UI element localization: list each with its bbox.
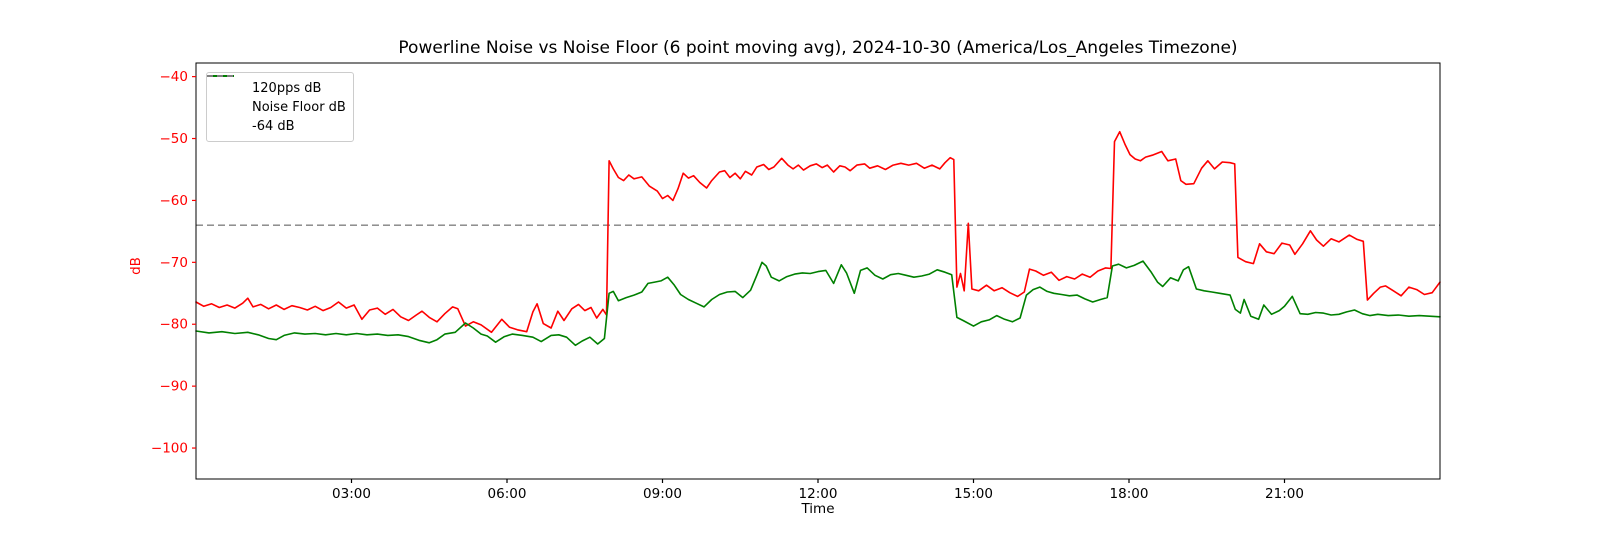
y-tick-label: −90 bbox=[160, 379, 189, 395]
x-axis-label: Time bbox=[801, 501, 835, 517]
legend-item: -64 dB bbox=[207, 75, 345, 136]
y-tick-label: −50 bbox=[160, 131, 189, 147]
x-tick-label: 03:00 bbox=[332, 486, 371, 502]
y-tick-label: −40 bbox=[160, 69, 189, 85]
y-tick-label: −60 bbox=[160, 193, 189, 209]
series-line-noise-floor bbox=[195, 260, 1441, 347]
legend: 120pps dB Noise Floor dB -64 dB bbox=[206, 72, 354, 142]
y-tick-label: −70 bbox=[160, 255, 189, 271]
y-tick-label: −80 bbox=[160, 317, 189, 333]
x-tick-label: 06:00 bbox=[488, 486, 527, 502]
x-tick-label: 21:00 bbox=[1265, 486, 1304, 502]
legend-label: 120pps dB bbox=[252, 81, 322, 96]
legend-item: 120pps dB bbox=[207, 75, 345, 98]
series-line-powerline-noise bbox=[195, 130, 1441, 334]
legend-label: -64 dB bbox=[252, 119, 295, 134]
x-tick-label: 15:00 bbox=[954, 486, 993, 502]
legend-label: Noise Floor dB bbox=[252, 100, 346, 115]
y-tick-label: −100 bbox=[151, 441, 188, 457]
chart-title: Powerline Noise vs Noise Floor (6 point … bbox=[398, 38, 1238, 58]
legend-item: Noise Floor dB bbox=[207, 75, 346, 117]
x-tick-label: 18:00 bbox=[1110, 486, 1149, 502]
x-tick-label: 12:00 bbox=[799, 486, 838, 502]
y-axis-label: dB bbox=[128, 257, 144, 275]
x-tick-label: 09:00 bbox=[643, 486, 682, 502]
